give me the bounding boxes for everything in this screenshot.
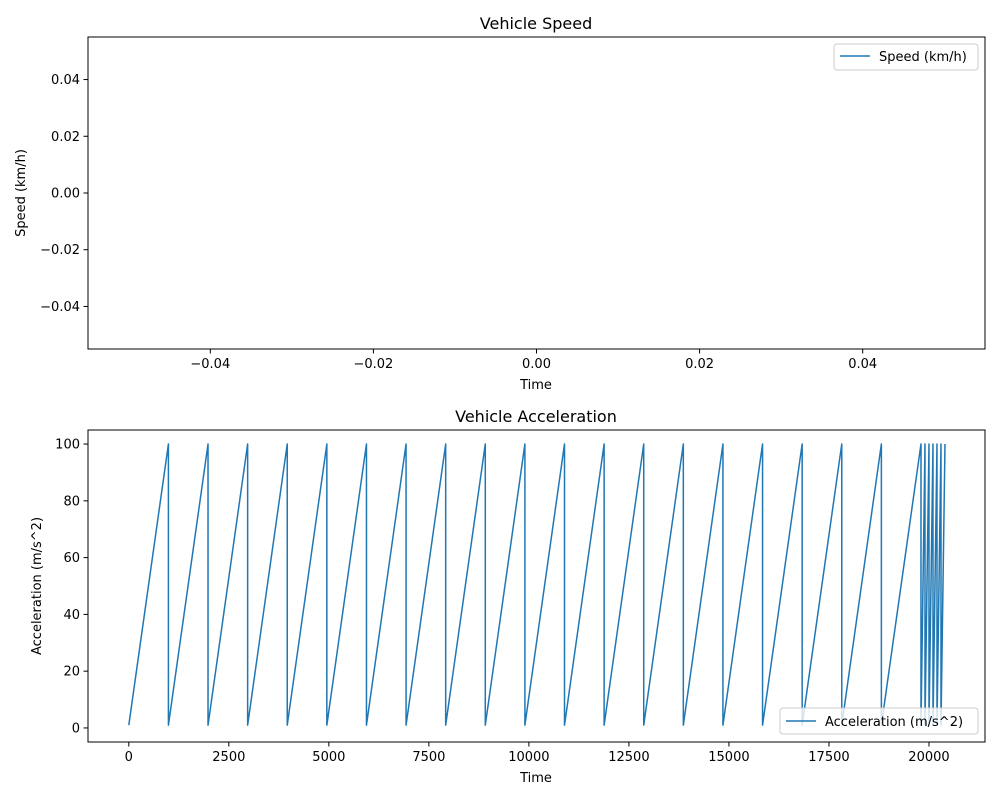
x-tick-label: 7500 (412, 750, 445, 765)
speed-chart-title: Vehicle Speed (480, 14, 592, 33)
x-tick-label: 12500 (608, 750, 649, 765)
speed-y-ticks: −0.04 −0.02 0.00 0.02 0.04 (40, 73, 88, 315)
acceleration-legend-label: Acceleration (m/s^2) (825, 715, 963, 730)
acceleration-y-axis-label: Acceleration (m/s^2) (30, 517, 45, 655)
y-tick-label: 0.04 (51, 73, 80, 88)
y-tick-label: −0.02 (40, 243, 80, 258)
acceleration-series-layer (128, 443, 946, 726)
x-tick-label: 0.02 (685, 357, 714, 372)
x-tick-label: −0.04 (190, 357, 230, 372)
y-tick-label: 40 (63, 608, 80, 623)
y-tick-label: 60 (63, 551, 80, 566)
y-tick-label: 0 (72, 721, 80, 736)
acceleration-legend-box (779, 707, 979, 735)
speed-y-axis-label: Speed (km/h) (14, 149, 29, 237)
acceleration-y-ticks: 0 20 40 60 80 100 (55, 438, 88, 736)
x-tick-label: 17500 (808, 750, 849, 765)
acceleration-x-axis-label: Time (519, 771, 552, 786)
y-tick-label: 100 (55, 438, 80, 453)
y-tick-label: 0.00 (51, 187, 80, 202)
speed-legend: Speed (km/h) (833, 43, 979, 71)
speed-chart: Vehicle Speed −0.04 −0.02 0.00 0.02 0.04 −0.… (14, 14, 986, 393)
x-tick-label: 0.04 (848, 357, 877, 372)
speed-x-ticks: −0.04 −0.02 0.00 0.02 0.04 (190, 349, 877, 372)
acceleration-plot-area (87, 429, 986, 743)
x-tick-label: 5000 (312, 750, 345, 765)
x-tick-label: 0.00 (522, 357, 551, 372)
x-tick-label: 0 (125, 750, 133, 765)
x-tick-label: −0.02 (353, 357, 393, 372)
speed-plot-area (87, 36, 986, 350)
y-tick-label: 80 (63, 494, 80, 509)
acceleration-chart-title: Vehicle Acceleration (455, 407, 617, 426)
speed-legend-box (833, 43, 979, 71)
y-tick-label: 0.02 (51, 130, 80, 145)
speed-x-axis-label: Time (519, 378, 552, 393)
x-tick-label: 15000 (708, 750, 749, 765)
speed-legend-label: Speed (km/h) (879, 50, 967, 65)
x-tick-label: 20000 (908, 750, 949, 765)
x-tick-label: 2500 (212, 750, 245, 765)
x-tick-label: 10000 (508, 750, 549, 765)
acceleration-x-ticks: 0 2500 5000 7500 10000 12500 15000 17500 20000 (125, 742, 950, 765)
acceleration-series-line (128, 443, 946, 726)
acceleration-chart: Vehicle Acceleration 0 2500 5000 7500 10000 1… (30, 407, 986, 786)
acceleration-legend: Acceleration (m/s^2) (779, 707, 979, 735)
y-tick-label: 20 (63, 665, 80, 680)
y-tick-label: −0.04 (40, 300, 80, 315)
